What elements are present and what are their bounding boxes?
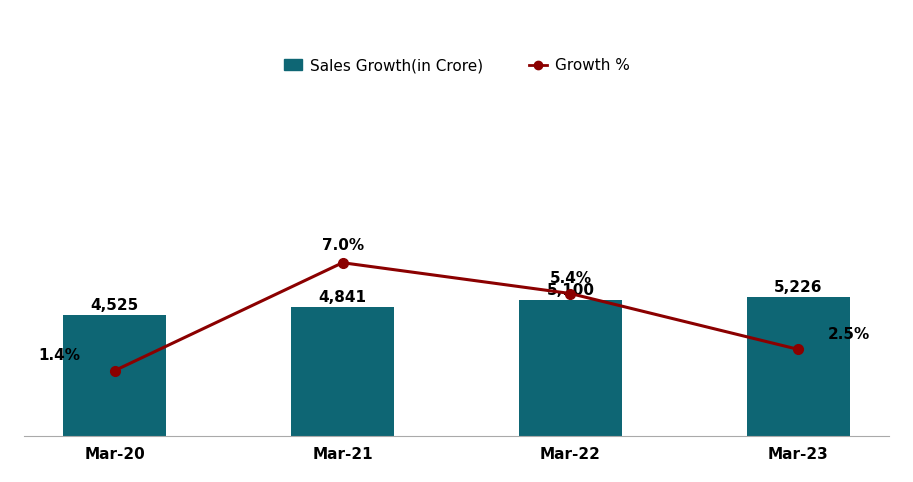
Text: 5.4%: 5.4% (550, 271, 592, 286)
Bar (747, 297, 850, 436)
Text: 7.0%: 7.0% (321, 238, 363, 253)
Bar (291, 307, 394, 436)
Text: 5,226: 5,226 (774, 280, 823, 295)
Text: 4,841: 4,841 (319, 290, 366, 305)
Text: 5,100: 5,100 (547, 283, 594, 298)
Text: 2.5%: 2.5% (828, 327, 870, 342)
Bar (63, 315, 166, 436)
Text: 4,525: 4,525 (90, 298, 139, 313)
Legend: Sales Growth(in Crore), Growth %: Sales Growth(in Crore), Growth % (278, 52, 635, 79)
Text: 1.4%: 1.4% (38, 348, 80, 363)
Bar (519, 300, 622, 436)
